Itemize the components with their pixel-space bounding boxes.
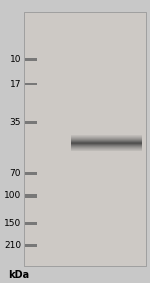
FancyBboxPatch shape [25,83,37,85]
FancyBboxPatch shape [25,172,37,175]
FancyBboxPatch shape [25,58,37,61]
FancyBboxPatch shape [25,194,37,198]
Text: 150: 150 [4,219,21,228]
Text: 35: 35 [10,118,21,127]
Text: 10: 10 [10,55,21,64]
Text: 210: 210 [4,241,21,250]
FancyBboxPatch shape [25,222,37,225]
Text: 70: 70 [10,169,21,178]
FancyBboxPatch shape [25,121,37,124]
Text: 100: 100 [4,191,21,200]
Text: kDa: kDa [8,270,30,280]
FancyBboxPatch shape [24,12,146,266]
Text: 17: 17 [10,80,21,89]
FancyBboxPatch shape [25,244,37,247]
